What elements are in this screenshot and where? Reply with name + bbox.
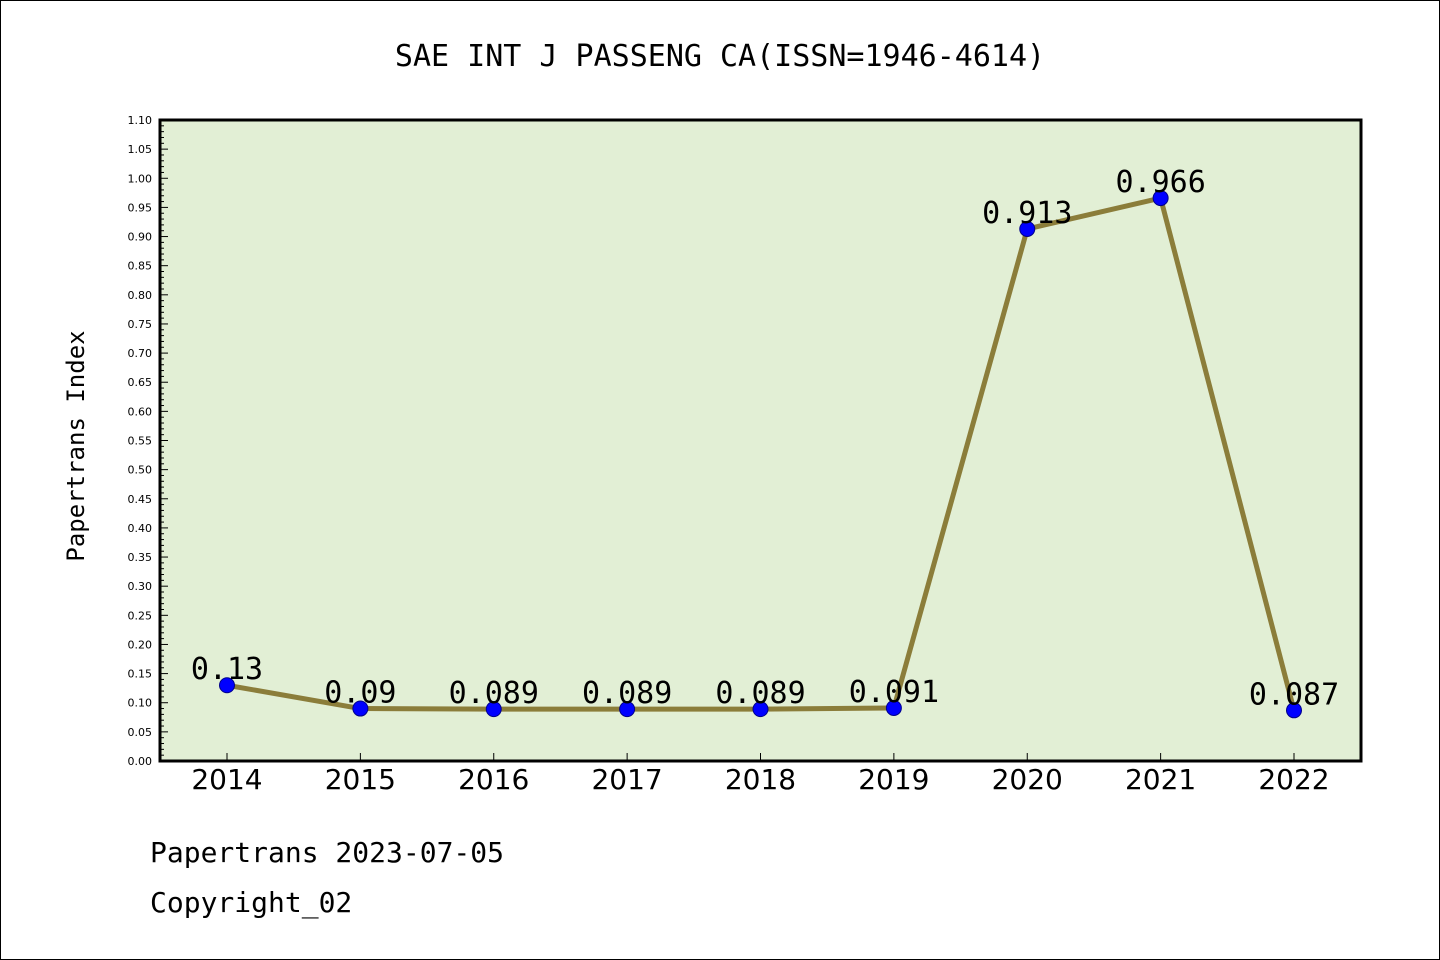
x-axis: 2014 2015 2016 2017 2018 2019 2020 2021 2022	[191, 753, 1330, 796]
y-tick-label: 0.50	[128, 464, 153, 477]
series-group	[219, 190, 1302, 719]
footer-date: Papertrans 2023-07-05	[150, 836, 505, 869]
y-tick-label: 0.20	[128, 638, 153, 651]
y-tick-label: 1.00	[128, 172, 153, 185]
y-tick-label: 0.80	[128, 289, 153, 302]
x-tick-label: 2022	[1258, 763, 1329, 796]
x-tick-label: 2021	[1125, 763, 1196, 796]
plot-area	[158, 118, 1363, 763]
y-tick-label: 1.05	[128, 143, 153, 156]
y-tick-label: 1.10	[128, 114, 153, 127]
y-tick-label: 0.05	[128, 726, 153, 739]
x-tick-label: 2016	[458, 763, 529, 796]
y-axis-label: Papertrans Index	[62, 330, 90, 561]
footer-copyright: Copyright_02	[150, 886, 353, 919]
y-tick-label: 0.30	[128, 580, 153, 593]
y-axis: 0.00 0.05 0.10 0.15 0.20 0.25 0.30 0.35 0.40 0.45…	[128, 114, 168, 768]
data-label: 0.913	[982, 196, 1072, 231]
data-point-marker	[485, 701, 502, 718]
data-label: 0.091	[849, 675, 939, 710]
y-tick-label: 0.90	[128, 231, 153, 244]
y-tick-label: 0.70	[128, 347, 153, 360]
x-tick-label: 2017	[591, 763, 662, 796]
data-label: 0.09	[324, 676, 396, 711]
data-labels-group: 0.13 0.09 0.089 0.089 0.089 0.091 0.913 0.966 0.…	[191, 165, 1339, 712]
data-point-marker	[1152, 190, 1169, 207]
data-point-marker	[619, 701, 636, 718]
y-tick-label: 0.35	[128, 551, 153, 564]
data-label: 0.089	[582, 676, 672, 711]
y-tick-label: 0.95	[128, 201, 153, 214]
data-label: 0.089	[715, 676, 805, 711]
y-tick-label: 0.40	[128, 522, 153, 535]
y-tick-label: 0.25	[128, 609, 153, 622]
y-tick-label: 0.65	[128, 376, 153, 389]
data-label: 0.087	[1249, 677, 1339, 712]
x-tick-label: 2018	[725, 763, 796, 796]
data-point-marker	[352, 700, 369, 717]
y-tick-label: 0.60	[128, 405, 153, 418]
x-tick-label: 2020	[992, 763, 1063, 796]
data-label: 0.13	[191, 652, 263, 687]
data-point-marker	[885, 699, 902, 716]
y-tick-label: 0.10	[128, 697, 153, 710]
x-tick-label: 2015	[325, 763, 396, 796]
y-tick-label: 0.75	[128, 318, 153, 331]
y-tick-label: 0.00	[128, 755, 153, 768]
data-label: 0.966	[1115, 165, 1205, 200]
data-point-marker	[1019, 220, 1036, 237]
y-tick-label: 0.85	[128, 260, 153, 273]
y-tick-label: 0.55	[128, 435, 153, 448]
chart-title: SAE INT J PASSENG CA(ISSN=1946-4614)	[395, 39, 1045, 74]
data-label: 0.089	[449, 676, 539, 711]
y-tick-label: 0.15	[128, 668, 153, 681]
data-point-marker	[219, 677, 235, 694]
x-tick-label: 2019	[858, 763, 929, 796]
x-tick-label: 2014	[191, 763, 262, 796]
data-point-marker	[752, 701, 769, 718]
y-tick-label: 0.45	[128, 493, 153, 506]
data-point-marker	[1286, 702, 1302, 719]
